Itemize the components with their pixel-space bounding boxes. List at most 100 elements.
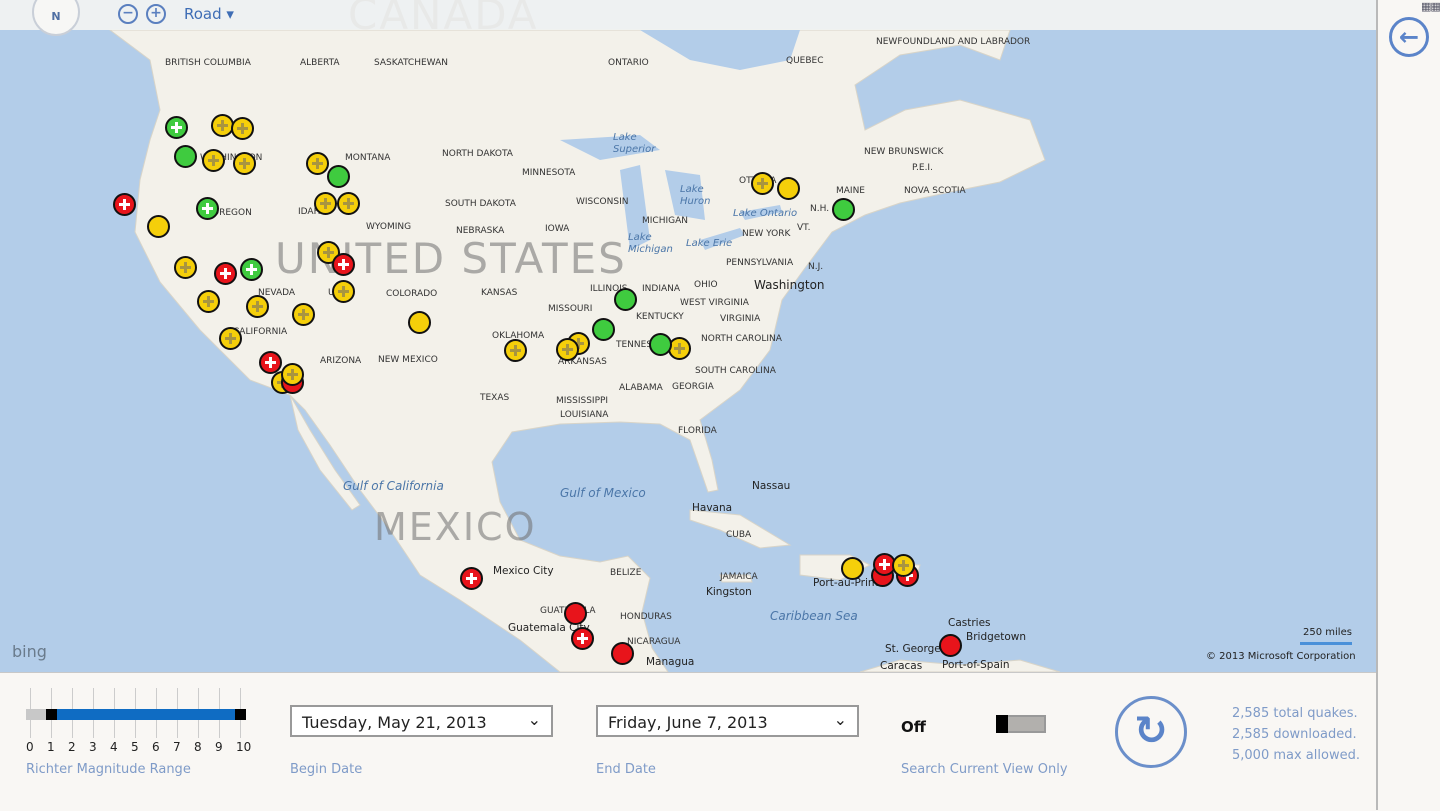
quake-marker-medium[interactable] — [408, 311, 431, 334]
slider-min-thumb[interactable] — [46, 709, 57, 720]
quake-marker-high[interactable] — [564, 602, 587, 625]
region-label: Nova Scotia — [904, 186, 966, 196]
region-label: Mississippi — [556, 396, 609, 406]
compass-north-label: N — [51, 10, 61, 23]
quake-marker-low[interactable] — [592, 318, 615, 341]
quake-marker-high[interactable] — [259, 351, 282, 374]
quake-marker-low[interactable] — [327, 165, 350, 188]
region-label: New Brunswick — [864, 147, 944, 157]
quake-marker-medium[interactable] — [219, 327, 242, 350]
water-label: Lake Superior — [613, 132, 656, 155]
zoom-out-button[interactable]: − — [118, 4, 138, 24]
region-label: Washington — [200, 153, 263, 163]
quake-marker-medium[interactable] — [751, 172, 774, 195]
quake-marker-high[interactable] — [460, 567, 483, 590]
water-label: Lake Erie — [686, 238, 733, 249]
back-button[interactable]: ← — [1389, 17, 1429, 57]
control-panel: 0 1 2 3 4 5 6 7 8 9 10 Richter Magnitude Range Tue… — [0, 672, 1376, 811]
quake-marker-medium[interactable] — [231, 117, 254, 140]
region-label: Colorado — [386, 289, 438, 299]
region-label: Belize — [610, 568, 642, 578]
water-label: Lake Huron — [680, 184, 711, 207]
region-label: Texas — [480, 393, 510, 403]
quake-marker-medium[interactable] — [337, 192, 360, 215]
quake-marker-medium[interactable] — [841, 557, 864, 580]
quake-marker-medium[interactable] — [281, 363, 304, 386]
region-label: New York — [742, 229, 791, 239]
region-label: New Mexico — [378, 355, 438, 365]
scale-label: 250 miles — [1303, 627, 1352, 638]
refresh-icon: ↻ — [1134, 708, 1168, 754]
quake-marker-medium[interactable] — [233, 152, 256, 175]
quake-marker-medium[interactable] — [314, 192, 337, 215]
toggle-state: Off — [901, 718, 926, 736]
quake-marker-low[interactable] — [240, 258, 263, 281]
refresh-button[interactable]: ↻ — [1115, 696, 1187, 768]
map-style-dropdown[interactable]: Road ▾ — [184, 5, 234, 23]
end-date-select[interactable]: Friday, June 7, 2013 ⌄ — [596, 705, 859, 737]
quake-marker-low[interactable] — [196, 197, 219, 220]
quake-marker-high[interactable] — [332, 253, 355, 276]
slider-tick-label: 4 — [110, 740, 118, 754]
quake-marker-high[interactable] — [113, 193, 136, 216]
begin-date-select[interactable]: Tuesday, May 21, 2013 ⌄ — [290, 705, 553, 737]
quake-marker-low[interactable] — [832, 198, 855, 221]
quake-marker-high[interactable] — [214, 262, 237, 285]
quake-marker-medium[interactable] — [197, 290, 220, 313]
begin-date-value: Tuesday, May 21, 2013 — [302, 713, 487, 732]
map-view[interactable]: CANADA UNITED STATES MEXICO British Colu… — [0, 0, 1376, 672]
water-label: Gulf of California — [343, 479, 444, 493]
magnitude-range-slider[interactable]: 0 1 2 3 4 5 6 7 8 9 10 — [26, 688, 251, 754]
city-label: Kingston — [706, 586, 752, 598]
quake-marker-medium[interactable] — [504, 339, 527, 362]
quake-marker-high[interactable] — [571, 627, 594, 650]
back-arrow-icon: ← — [1398, 23, 1420, 51]
region-label: Virginia — [720, 314, 761, 324]
region-label: VT. — [797, 223, 811, 233]
quake-marker-medium[interactable] — [246, 295, 269, 318]
quake-marker-medium[interactable] — [211, 114, 234, 137]
region-label: Nicaragua — [627, 637, 681, 647]
quake-marker-medium[interactable] — [174, 256, 197, 279]
view-only-toggle[interactable] — [996, 715, 1046, 733]
quake-marker-medium[interactable] — [306, 152, 329, 175]
region-label: Nebraska — [456, 226, 505, 236]
quake-marker-medium[interactable] — [202, 149, 225, 172]
region-label: Kentucky — [636, 312, 684, 322]
water-label: Gulf of Mexico — [560, 486, 646, 500]
region-label: Montana — [345, 153, 391, 163]
region-label: Wisconsin — [576, 197, 629, 207]
region-label: N.H. — [810, 204, 830, 214]
city-label: Nassau — [752, 480, 791, 492]
region-label: Honduras — [620, 612, 672, 622]
quake-marker-low[interactable] — [614, 288, 637, 311]
region-label: British Columbia — [165, 58, 251, 68]
region-label: Alberta — [300, 58, 340, 68]
quake-marker-medium[interactable] — [777, 177, 800, 200]
slider-tick-label: 1 — [47, 740, 55, 754]
quake-marker-medium[interactable] — [292, 303, 315, 326]
slider-max-thumb[interactable] — [235, 709, 246, 720]
grid-icon[interactable]: ▦▦ — [1421, 0, 1440, 13]
quake-marker-high[interactable] — [611, 642, 634, 665]
magnitude-range-label: Richter Magnitude Range — [26, 762, 191, 777]
city-label: Caracas — [880, 660, 923, 672]
region-label: South Carolina — [695, 366, 776, 376]
city-label: Havana — [692, 502, 733, 514]
city-label: Port-of-Spain — [942, 659, 1010, 671]
quake-marker-medium[interactable] — [556, 338, 579, 361]
quake-marker-low[interactable] — [649, 333, 672, 356]
quake-marker-medium[interactable] — [332, 280, 355, 303]
quake-marker-medium[interactable] — [147, 215, 170, 238]
region-label: Kansas — [481, 288, 518, 298]
quake-marker-low[interactable] — [165, 116, 188, 139]
chevron-down-icon: ⌄ — [527, 710, 541, 729]
quake-marker-low[interactable] — [174, 145, 197, 168]
region-label: Maine — [836, 186, 865, 196]
city-label: Bridgetown — [966, 631, 1027, 643]
map-land — [108, 29, 1061, 672]
quake-marker-high[interactable] — [939, 634, 962, 657]
quake-marker-medium[interactable] — [892, 554, 915, 577]
zoom-in-button[interactable]: + — [146, 4, 166, 24]
toggle-thumb — [996, 715, 1008, 733]
